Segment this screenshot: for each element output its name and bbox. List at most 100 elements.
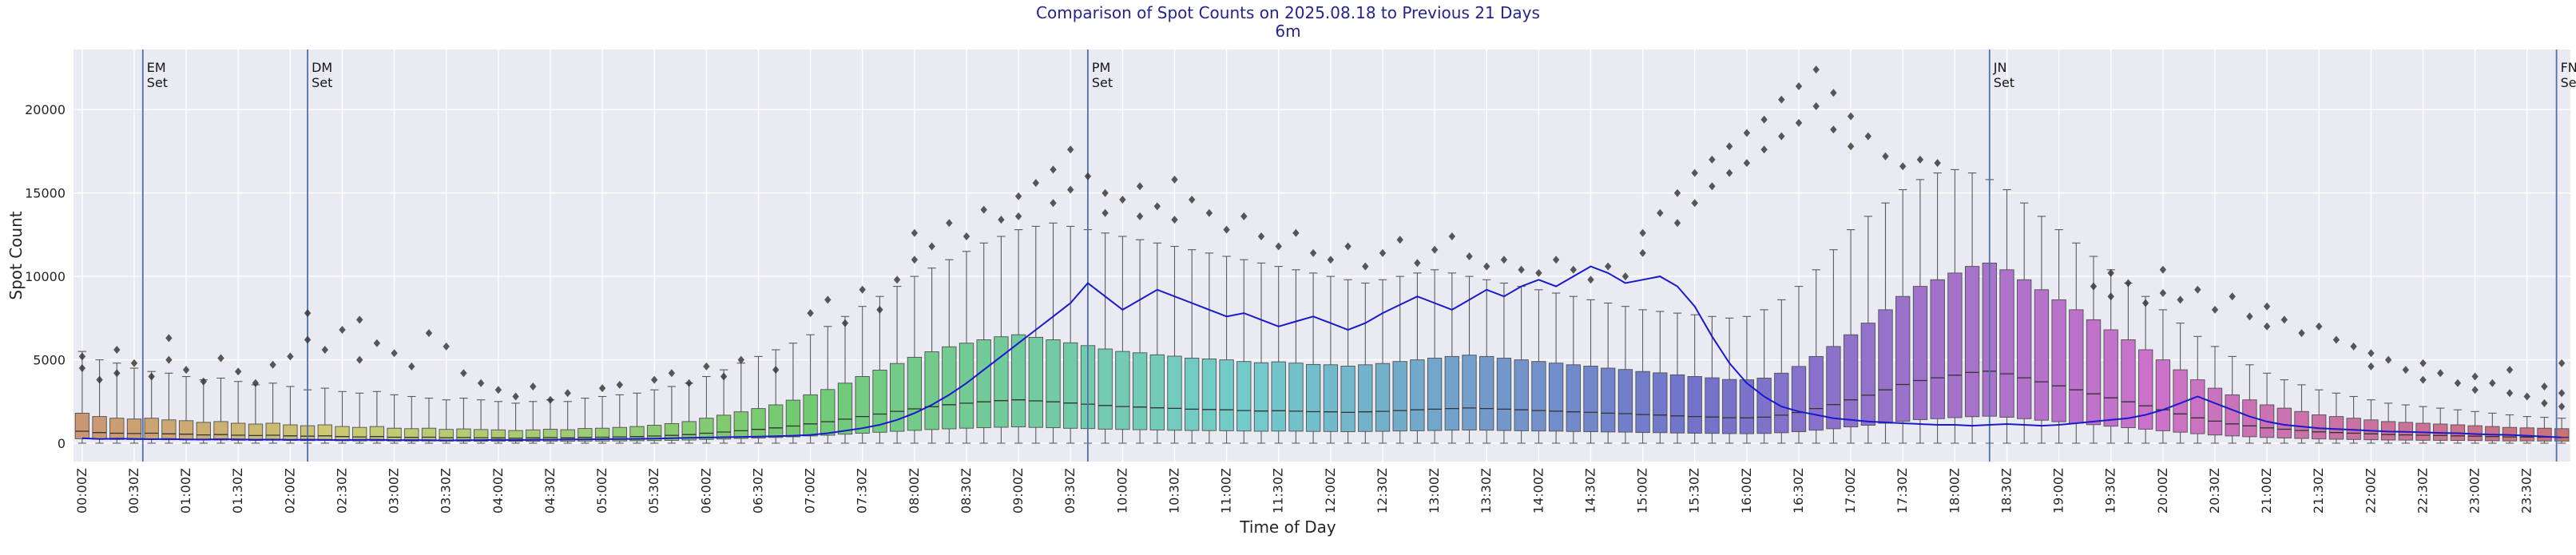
x-tick-label: 13:30Z <box>1479 468 1494 513</box>
box <box>837 383 853 435</box>
outlier-point <box>304 335 312 344</box>
outlier-point <box>2402 366 2409 375</box>
outlier-point <box>2558 402 2566 411</box>
outlier-point <box>373 339 381 347</box>
box <box>2034 289 2050 421</box>
box <box>369 426 385 442</box>
box <box>2138 349 2153 430</box>
outlier-point <box>998 216 1005 224</box>
box <box>1791 366 1807 433</box>
outlier-point <box>1309 248 1317 257</box>
box <box>1010 334 1026 428</box>
outlier-point <box>1864 132 1871 141</box>
box <box>526 429 541 442</box>
outlier-point <box>1466 252 1473 260</box>
x-tick-label: 22:30Z <box>2415 468 2431 513</box>
box <box>959 343 974 429</box>
outlier-point <box>1743 129 1751 137</box>
box <box>855 376 870 434</box>
outlier-point <box>1240 212 1248 220</box>
sunset-marker-label: PM Set <box>1092 60 1113 90</box>
outlier-point <box>477 379 485 387</box>
box <box>2121 339 2136 429</box>
x-tick-label: 09:00Z <box>1010 468 1026 513</box>
outlier-point <box>2437 369 2444 378</box>
outlier-point <box>1621 272 1629 281</box>
outlier-point <box>1257 232 1265 240</box>
x-tick-label: 02:00Z <box>282 468 297 513</box>
box <box>890 363 905 432</box>
x-tick-label: 21:30Z <box>2311 468 2326 513</box>
box <box>2294 410 2309 439</box>
box <box>213 421 228 441</box>
outlier-point <box>2506 366 2514 375</box>
box <box>196 422 211 441</box>
outlier-point <box>598 384 606 393</box>
box <box>1895 295 1911 422</box>
outlier-point <box>1725 168 1733 177</box>
box <box>1826 346 1841 430</box>
outlier-point <box>1050 165 1057 174</box>
outlier-point <box>2159 289 2167 297</box>
box <box>1340 366 1355 433</box>
outlier-point <box>2454 379 2462 387</box>
outlier-point <box>78 352 86 361</box>
box <box>1149 354 1165 430</box>
outlier-point <box>78 364 86 372</box>
y-tick-label: 15000 <box>25 186 65 201</box>
box <box>1097 348 1113 430</box>
outlier-point <box>408 362 415 371</box>
box <box>1601 367 1616 433</box>
box <box>404 428 419 442</box>
box <box>542 429 558 442</box>
box <box>2069 309 2084 424</box>
x-tick-label: 06:30Z <box>751 468 766 513</box>
box <box>733 411 748 439</box>
outlier-point <box>2280 315 2288 324</box>
box <box>1583 366 1598 433</box>
y-tick-label: 5000 <box>33 353 65 368</box>
outlier-point <box>1067 145 1074 154</box>
outlier-point <box>2090 282 2098 291</box>
box <box>716 414 732 440</box>
outlier-point <box>2332 335 2340 344</box>
box <box>2312 414 2327 440</box>
outlier-point <box>1292 228 1300 237</box>
box <box>768 404 784 438</box>
box <box>1288 363 1304 432</box>
outlier-point <box>1673 219 1681 228</box>
box <box>1427 358 1443 431</box>
outlier-point <box>287 352 294 361</box>
box <box>2190 379 2205 434</box>
box <box>1444 355 1459 431</box>
outlier-point <box>2368 362 2375 371</box>
box <box>144 418 159 440</box>
box <box>1548 363 1564 432</box>
x-tick-label: 19:00Z <box>2051 468 2066 513</box>
outlier-point <box>1587 276 1594 284</box>
box <box>231 422 246 441</box>
box <box>2155 359 2171 431</box>
outlier-point <box>1882 152 1889 161</box>
outlier-point <box>1570 265 1577 274</box>
outlier-point <box>963 232 970 240</box>
x-tick-label: 11:00Z <box>1219 468 1234 513</box>
outlier-point <box>2471 372 2479 381</box>
box <box>1115 351 1130 430</box>
box <box>2225 394 2240 437</box>
outlier-point <box>2263 322 2271 331</box>
x-tick-label: 16:30Z <box>1791 468 1806 513</box>
outlier-point <box>113 369 121 378</box>
box <box>2103 329 2118 427</box>
outlier-point <box>2316 322 2323 331</box>
outlier-point <box>1014 192 1022 200</box>
box <box>2346 418 2361 440</box>
outlier-point <box>1032 179 1039 188</box>
outlier-point <box>165 334 173 343</box>
outlier-point <box>2419 359 2427 367</box>
outlier-point <box>1847 112 1855 121</box>
box <box>421 427 437 442</box>
outlier-point <box>1153 202 1161 211</box>
x-tick-label: 08:00Z <box>907 468 922 513</box>
outlier-point <box>564 389 571 398</box>
